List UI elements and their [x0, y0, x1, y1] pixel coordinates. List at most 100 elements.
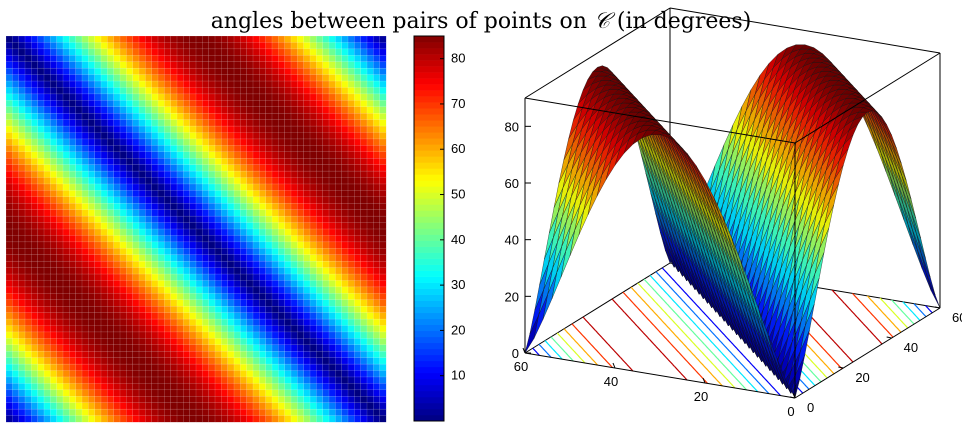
heatmap-cell [347, 203, 355, 211]
heatmap-cell [316, 48, 324, 56]
heatmap-cell [151, 254, 159, 262]
heatmap-cell [126, 93, 134, 101]
heatmap-cell [259, 138, 267, 146]
heatmap-cell [227, 273, 235, 281]
heatmap-cell [227, 106, 235, 114]
heatmap-cell [309, 183, 317, 191]
heatmap-cell [157, 80, 165, 88]
heatmap-cell [252, 87, 260, 95]
heatmap-cell [214, 151, 222, 159]
heatmap-cell [100, 48, 108, 56]
heatmap-cell [354, 100, 362, 108]
heatmap-cell [341, 351, 349, 359]
heatmap-cell [328, 415, 336, 423]
heatmap-cell [37, 396, 45, 404]
heatmap-cell [246, 248, 254, 256]
heatmap-cell [221, 93, 229, 101]
heatmap-cell [81, 93, 89, 101]
heatmap-cell [88, 273, 96, 281]
heatmap-cell [164, 35, 172, 43]
heatmap-cell [24, 87, 32, 95]
heatmap-cell [214, 74, 222, 82]
heatmap-cell [195, 228, 203, 236]
heatmap-cell [265, 35, 273, 43]
heatmap-cell [189, 183, 197, 191]
heatmap-cell [252, 312, 260, 320]
heatmap-cell [88, 132, 96, 140]
heatmap-cell [360, 177, 368, 185]
heatmap-cell [259, 215, 267, 223]
heatmap-cell [183, 273, 191, 281]
heatmap-cell [265, 87, 273, 95]
heatmap-cell [170, 312, 178, 320]
heatmap-cell [347, 93, 355, 101]
heatmap-cell [328, 164, 336, 172]
heatmap-cell [5, 280, 13, 288]
heatmap-cell [5, 48, 13, 56]
heatmap-cell [81, 402, 89, 410]
x-axis-tick-label: 0 [787, 404, 794, 419]
heatmap-cell [322, 183, 330, 191]
heatmap-cell [132, 151, 140, 159]
heatmap-cell [303, 100, 311, 108]
heatmap-cell [164, 402, 172, 410]
heatmap-cell [366, 318, 374, 326]
heatmap-cell [208, 196, 216, 204]
heatmap-cell [88, 177, 96, 185]
heatmap-cell [145, 74, 153, 82]
heatmap-cell [347, 158, 355, 166]
heatmap-cell [183, 61, 191, 69]
heatmap-cell [157, 299, 165, 307]
heatmap-cell [189, 196, 197, 204]
heatmap-cell [24, 267, 32, 275]
heatmap-cell [335, 35, 343, 43]
heatmap-cell [303, 228, 311, 236]
heatmap-cell [50, 48, 58, 56]
colorbar-segment [414, 60, 444, 67]
x-axis-tick [612, 362, 616, 369]
heatmap-cell [157, 209, 165, 217]
heatmap-cell [284, 125, 292, 133]
heatmap-cell [94, 293, 102, 301]
heatmap-cell [75, 145, 83, 153]
heatmap-cell [56, 151, 64, 159]
heatmap-cell [5, 106, 13, 114]
heatmap-cell [202, 286, 210, 294]
heatmap-cell [278, 151, 286, 159]
heatmap-cell [31, 370, 39, 378]
heatmap-cell [278, 370, 286, 378]
heatmap-cell [354, 119, 362, 127]
heatmap-cell [246, 125, 254, 133]
heatmap-cell [31, 151, 39, 159]
heatmap-cell [12, 280, 20, 288]
heatmap-cell [316, 74, 324, 82]
heatmap-cell [284, 318, 292, 326]
heatmap-cell [252, 170, 260, 178]
heatmap-cell [227, 331, 235, 339]
heatmap-cell [265, 248, 273, 256]
heatmap-cell [252, 48, 260, 56]
heatmap-cell [164, 363, 172, 371]
heatmap-cell [157, 138, 165, 146]
heatmap-cell [75, 376, 83, 384]
heatmap-cell [56, 363, 64, 371]
heatmap-cell [328, 112, 336, 121]
heatmap-cell [227, 87, 235, 95]
heatmap-cell [69, 254, 77, 262]
heatmap-cell [50, 267, 58, 275]
heatmap-cell [322, 260, 330, 269]
heatmap-cell [151, 312, 159, 320]
heatmap-cell [227, 80, 235, 88]
heatmap-cell [278, 215, 286, 223]
heatmap-cell [278, 389, 286, 397]
heatmap-cell [221, 338, 229, 346]
heatmap-cell [69, 331, 77, 339]
heatmap-cell [328, 87, 336, 95]
heatmap-cell [195, 196, 203, 204]
heatmap-cell [195, 248, 203, 256]
heatmap-cell [278, 119, 286, 127]
heatmap-cell [88, 254, 96, 262]
heatmap-cell [309, 293, 317, 301]
heatmap-cell [265, 241, 273, 249]
heatmap-cell [88, 299, 96, 307]
